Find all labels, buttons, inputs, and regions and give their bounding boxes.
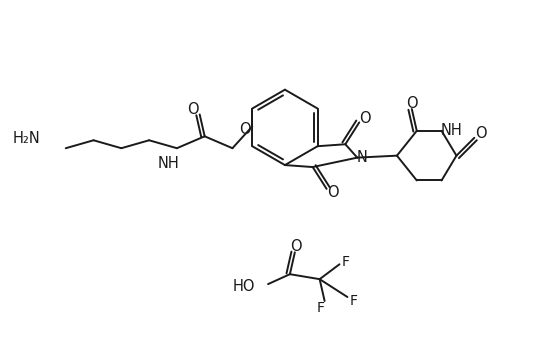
Text: O: O <box>359 111 371 126</box>
Text: O: O <box>240 122 251 137</box>
Text: O: O <box>327 185 338 200</box>
Text: NH: NH <box>441 123 462 139</box>
Text: O: O <box>406 96 418 111</box>
Text: O: O <box>187 102 198 117</box>
Text: HO: HO <box>233 279 255 294</box>
Text: F: F <box>349 294 358 308</box>
Text: N: N <box>357 150 368 165</box>
Text: H₂N: H₂N <box>12 131 40 146</box>
Text: O: O <box>476 126 487 141</box>
Text: NH: NH <box>158 156 180 171</box>
Text: F: F <box>342 255 349 269</box>
Text: F: F <box>317 301 325 315</box>
Text: O: O <box>290 239 301 254</box>
